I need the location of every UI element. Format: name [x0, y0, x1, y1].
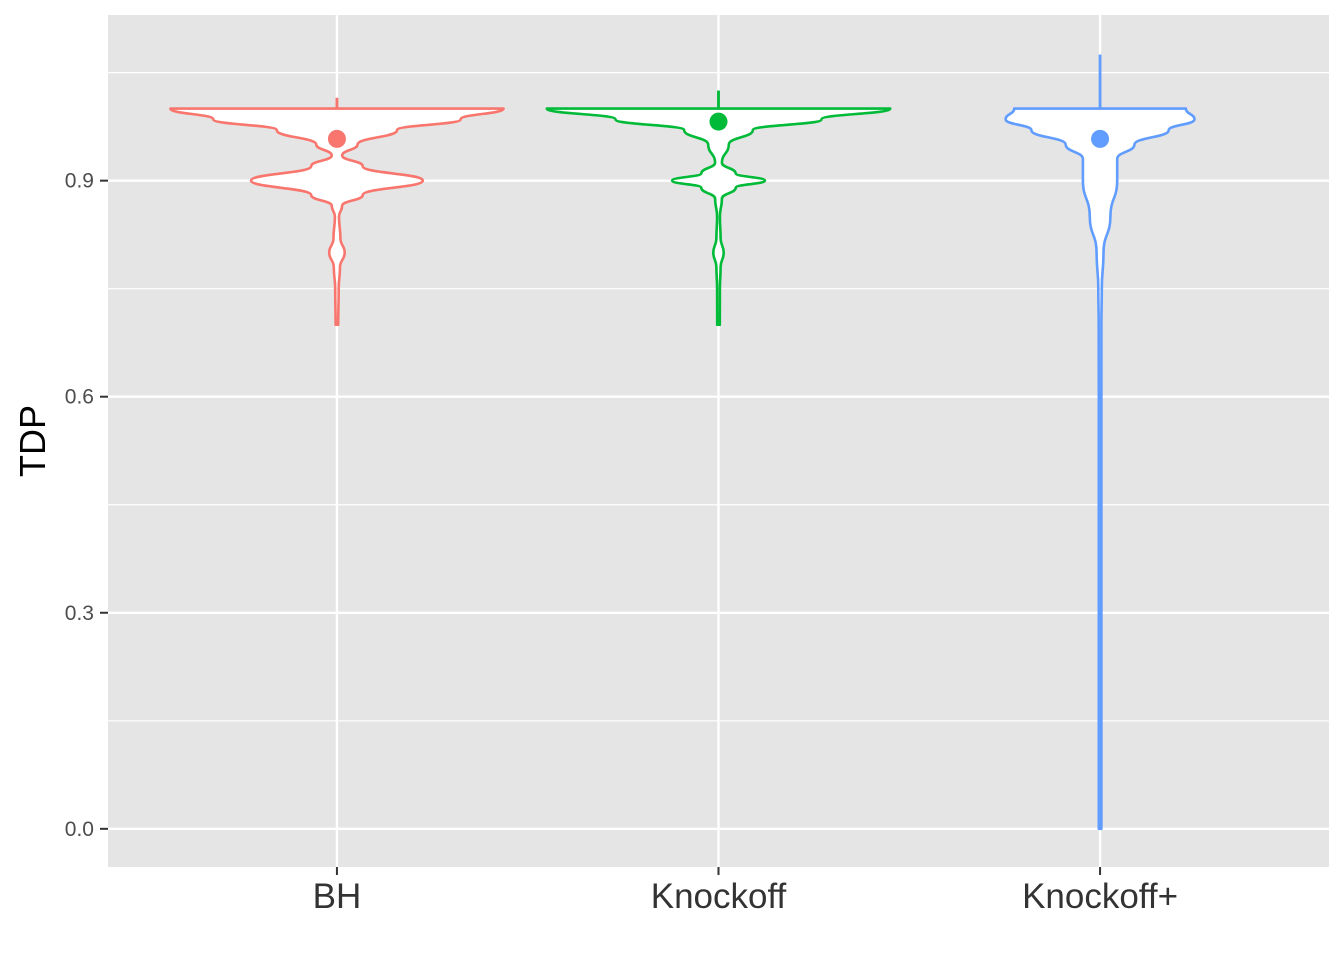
violin-body: [169, 107, 505, 326]
y-tick-label: 0.9: [65, 170, 94, 193]
x-tick-label: BH: [313, 877, 362, 916]
violins: [169, 54, 1196, 831]
violin-body: [545, 107, 892, 326]
x-tick-label: Knockoff+: [1022, 877, 1178, 916]
y-axis-title: TDP: [12, 405, 53, 477]
x-axis: BH Knockoff Knockoff+: [313, 867, 1178, 916]
x-tick-label: Knockoff: [651, 877, 787, 916]
violin-bh: [169, 97, 505, 326]
y-tick-label: 0.3: [65, 602, 94, 625]
y-tick-label: 0.6: [65, 386, 94, 409]
violin-knockoff: [545, 90, 892, 326]
violin-knockoff-plus: [1004, 54, 1196, 831]
mean-point: [709, 112, 728, 131]
mean-point: [327, 129, 346, 148]
violin-body: [1004, 107, 1196, 831]
y-axis: 0.0 0.3 0.6 0.9: [65, 170, 108, 841]
mean-point: [1091, 129, 1110, 148]
y-tick-label: 0.0: [65, 818, 94, 841]
